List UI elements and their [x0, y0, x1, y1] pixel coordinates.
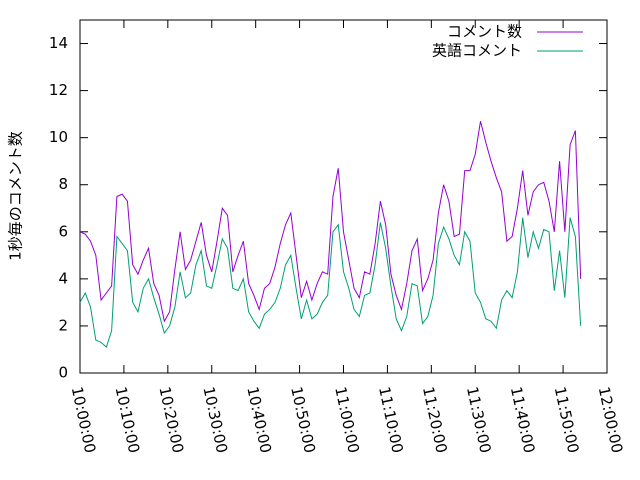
x-tick-label: 11:30:00	[463, 385, 495, 455]
y-tick-label: 2	[58, 316, 68, 334]
x-tick-label: 10:00:00	[68, 385, 100, 455]
legend-label: コメント数	[447, 23, 522, 41]
x-tick-label: 12:00:00	[595, 385, 627, 455]
x-tick-label: 11:10:00	[375, 385, 407, 455]
y-axis-label: 1秒毎のコメント数	[7, 131, 25, 261]
y-tick-label: 4	[58, 269, 68, 287]
y-tick-label: 8	[58, 175, 68, 193]
x-tick-label: 10:40:00	[243, 385, 275, 455]
x-tick-label: 11:50:00	[551, 385, 583, 455]
y-tick-label: 10	[49, 128, 68, 146]
plot-border	[79, 19, 608, 374]
x-tick-label: 11:20:00	[419, 385, 451, 455]
y-tick-label: 0	[58, 364, 68, 382]
x-tick-label: 11:40:00	[507, 385, 539, 455]
y-tick-label: 12	[49, 81, 68, 99]
y-tick-label: 6	[58, 222, 68, 240]
x-tick-label: 10:50:00	[287, 385, 319, 455]
series-line	[79, 121, 582, 323]
x-tick-label: 10:20:00	[156, 385, 188, 455]
series-line	[79, 217, 582, 348]
x-tick-label: 10:10:00	[112, 385, 144, 455]
x-tick-label: 10:30:00	[199, 385, 231, 455]
legend-label: 英語コメント	[432, 42, 522, 60]
x-tick-label: 11:00:00	[331, 385, 363, 455]
y-tick-label: 14	[49, 34, 68, 52]
